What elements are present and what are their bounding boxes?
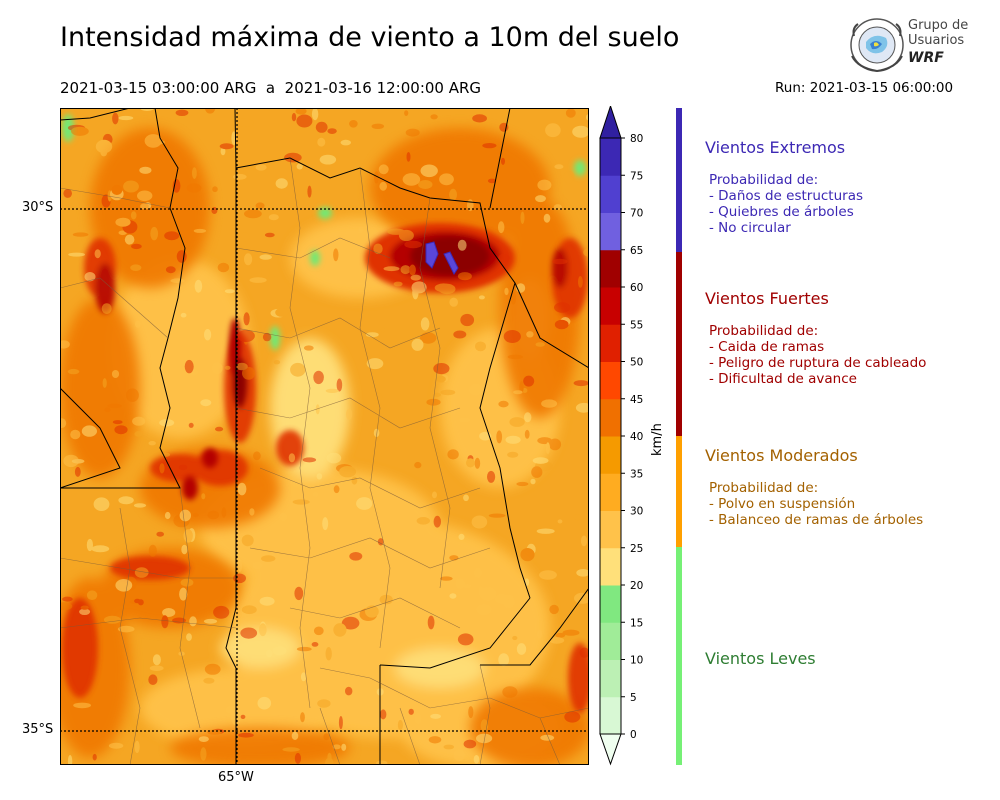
forecast-period: 2021-03-15 03:00:00 ARG a 2021-03-16 12:…: [60, 79, 482, 97]
colorbar-tick-label: 0: [630, 729, 637, 741]
wind-map: [60, 108, 589, 765]
wind-level-bar: [676, 108, 684, 765]
lat-label-30s: 30°S: [22, 200, 54, 215]
colorbar-segment: [600, 398, 621, 437]
legend-extremos-line-3: - Quiebres de árboles: [709, 204, 854, 220]
logo: Grupo de Usuarios WRF: [848, 16, 973, 76]
colorbar-tick-label: 50: [630, 357, 643, 369]
legend-extremos-line-1: Probabilidad de:: [709, 172, 819, 188]
colorbar-segment: [600, 585, 621, 623]
legend-moderados-line-1: Probabilidad de:: [709, 480, 819, 496]
legend-moderados: Vientos Moderados Probabilidad de: - Pol…: [705, 446, 923, 528]
legend-moderados-line-2: - Polvo en suspensión: [709, 496, 856, 512]
legend-extremos-title: Vientos Extremos: [705, 138, 846, 157]
colorbar-tick-label: 45: [630, 394, 643, 406]
colorbar-tick-label: 5: [630, 692, 637, 704]
legend-fuertes-line-3: - Peligro de ruptura de cableado: [709, 355, 927, 371]
colorbar: 0 5 10 15 20 25 30 35 40 45 50 55 60 65 70 75 80: [598, 104, 668, 768]
level-bar-leves: [676, 547, 682, 765]
legend-extremos-line-4: - No circular: [709, 220, 791, 236]
legend-leves-title: Vientos Leves: [705, 649, 816, 668]
colorbar-segment: [600, 324, 621, 362]
lon-label-65w: 65°W: [218, 770, 254, 785]
colorbar-tick-label: 70: [630, 208, 643, 220]
colorbar-tick-label: 80: [630, 133, 643, 145]
colorbar-tick-label: 60: [630, 282, 643, 294]
colorbar-unit-label: km/h: [650, 423, 665, 456]
wind-map-svg: [60, 108, 589, 765]
colorbar-segment: [600, 436, 621, 474]
colorbar-segment: [600, 138, 621, 176]
colorbar-arrow-min: [599, 733, 622, 766]
colorbar-tick-label: 35: [630, 468, 643, 480]
colorbar-tick-label: 30: [630, 506, 643, 518]
colorbar-tick-label: 55: [630, 319, 643, 331]
colorbar-tick-label: 75: [630, 170, 643, 182]
colorbar-tick-label: 15: [630, 617, 643, 629]
colorbar-unit: km/h: [648, 423, 668, 460]
legend-fuertes-title: Vientos Fuertes: [705, 289, 829, 308]
colorbar-segment: [600, 249, 621, 288]
legend-moderados-title: Vientos Moderados: [705, 446, 858, 465]
logo-line-3: WRF: [908, 50, 944, 66]
colorbar-segment: [600, 659, 621, 698]
legend-fuertes-line-4: - Dificultad de avance: [709, 371, 857, 387]
legend-fuertes-line-1: Probabilidad de:: [709, 323, 819, 339]
level-bar-fuertes: [676, 252, 682, 436]
colorbar-segment: [600, 547, 621, 586]
colorbar-segment: [600, 622, 621, 660]
legend-fuertes: Vientos Fuertes Probabilidad de: - Caida…: [705, 289, 926, 387]
colorbar-segment: [600, 696, 621, 735]
colorbar-segment: [600, 510, 621, 549]
lat-label-35s: 35°S: [22, 722, 54, 737]
logo-line-2: Usuarios: [908, 33, 965, 48]
colorbar-tick-label: 65: [630, 245, 643, 257]
colorbar-svg: 0 5 10 15 20 25 30 35 40 45 50 55 60 65 70 75 80: [599, 104, 643, 766]
colorbar-tick-label: 20: [630, 580, 643, 592]
colorbar-arrow-max: [599, 104, 622, 139]
logo-line-1: Grupo de: [908, 18, 969, 33]
page-title: Intensidad máxima de viento a 10m del su…: [60, 22, 680, 53]
level-bar-moderados: [676, 436, 682, 547]
colorbar-segment: [600, 212, 621, 251]
legend-moderados-line-3: - Balanceo de ramas de árboles: [709, 512, 924, 528]
colorbar-tick-label: 25: [630, 543, 643, 555]
legend-extremos: Vientos Extremos Probabilidad de: - Daño…: [705, 138, 863, 236]
colorbar-segment: [600, 361, 621, 400]
colorbar-tick-label: 40: [630, 431, 643, 443]
colorbar-tick-label: 10: [630, 655, 643, 667]
legend-extremos-line-2: - Daños de estructuras: [709, 188, 864, 204]
run-timestamp: Run: 2021-03-15 06:00:00: [775, 80, 954, 96]
legend-fuertes-line-2: - Caida de ramas: [709, 339, 825, 355]
legend-leves: Vientos Leves: [705, 649, 816, 683]
level-bar-extremos: [676, 108, 682, 252]
colorbar-segment: [600, 287, 621, 325]
colorbar-segment: [600, 175, 621, 213]
colorbar-segment: [600, 473, 621, 511]
globe-icon: [850, 18, 904, 73]
